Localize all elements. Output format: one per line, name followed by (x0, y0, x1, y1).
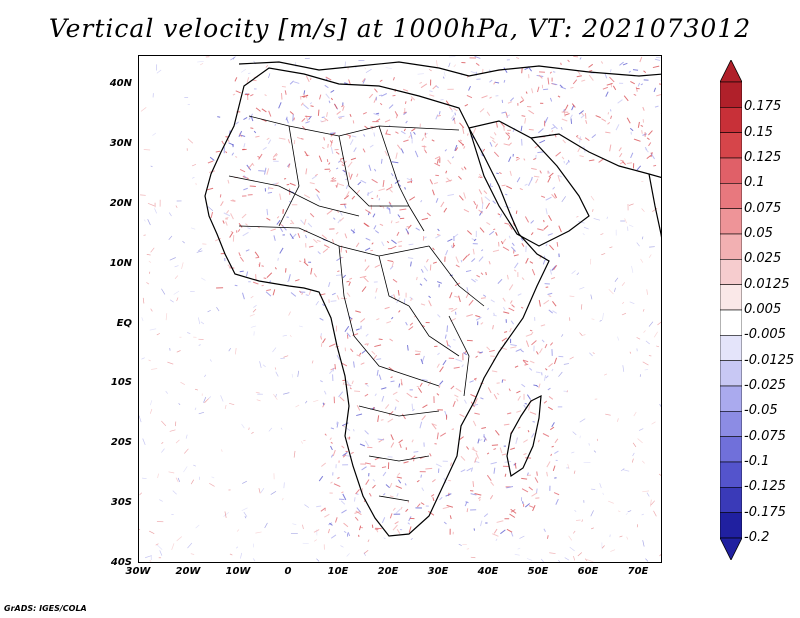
colorbar-cell (720, 335, 742, 361)
colorbar-cell (720, 512, 742, 539)
colorbar-label: 0.025 (744, 251, 782, 267)
colorbar-cell (720, 360, 742, 387)
colorbar-cell (720, 107, 742, 133)
colorbar-bottom-arrow (720, 537, 742, 560)
map-panel[interactable] (138, 55, 662, 563)
lon-label-20w: 20W (175, 566, 201, 577)
asia-coastline (530, 133, 661, 179)
africa-coastline (204, 67, 550, 537)
velocity-field (139, 56, 661, 562)
colorbar-label: 0.125 (744, 150, 782, 165)
colorbar-cell (720, 436, 742, 463)
lat-label-20n: 20N (109, 198, 132, 209)
colorbar-label: 0.005 (744, 302, 782, 317)
chart-title: Vertical velocity [m/s] at 1000hPa, VT: … (48, 14, 752, 43)
colorbar-label: -0.175 (744, 504, 786, 520)
colorbar-label: -0.075 (744, 428, 786, 444)
colorbar-label: 0.05 (744, 226, 773, 241)
lon-label-30e: 30E (427, 566, 449, 577)
colorbar-label: -0.025 (744, 378, 786, 393)
lon-label-20e: 20E (377, 566, 399, 577)
colorbar-label: 0.15 (744, 124, 773, 140)
india-coastline (648, 173, 661, 238)
lon-label-70e: 70E (627, 566, 649, 577)
colorbar-cell (720, 411, 742, 437)
lat-label-40s: 40S (110, 557, 132, 568)
lat-label-eq: EQ (116, 318, 132, 329)
lat-label-40n: 40N (109, 78, 132, 89)
colorbar-cell (720, 132, 742, 159)
colorbar-top-arrow (720, 60, 742, 83)
map-svg (139, 56, 661, 562)
colorbar-label: -0.2 (744, 530, 770, 545)
country-borders (228, 115, 485, 502)
madagascar-coastline (506, 394, 542, 477)
colorbar-cell (720, 233, 742, 260)
colorbar-cell (720, 487, 742, 513)
colorbar-cell (720, 385, 742, 412)
colorbar-label: -0.0125 (744, 352, 795, 368)
lat-label-10n: 10N (109, 258, 132, 269)
colorbar-cell (720, 183, 742, 209)
lon-label-30w: 30W (125, 566, 151, 577)
arabia-coastline (468, 120, 590, 247)
colorbar-cell (720, 208, 742, 235)
lon-label-10w: 10W (225, 566, 251, 577)
footer-credit: GrADS: IGES/COLA (4, 604, 87, 613)
lat-label-30s: 30S (110, 497, 132, 508)
lon-label-0: 0 (284, 566, 292, 577)
colorbar-label: 0.1 (744, 175, 765, 191)
coastlines (204, 61, 661, 537)
lat-label-30n: 30N (109, 138, 132, 149)
colorbar-label: 0.0125 (744, 276, 790, 292)
colorbar-cell (720, 81, 742, 108)
colorbar (720, 60, 742, 560)
lon-label-40e: 40E (477, 566, 499, 577)
colorbar-cell (720, 309, 742, 336)
lat-label-10s: 10S (110, 377, 132, 388)
lat-label-20s: 20S (110, 437, 132, 448)
colorbar-label: -0.1 (744, 454, 770, 469)
lon-label-60e: 60E (577, 566, 599, 577)
colorbar-cell (720, 461, 742, 488)
colorbar-cell (720, 259, 742, 285)
colorbar-cell (720, 284, 742, 311)
colorbar-label: -0.005 (744, 327, 786, 343)
colorbar-cell (720, 157, 742, 184)
colorbar-label: 0.075 (744, 200, 782, 216)
colorbar-label: -0.05 (744, 403, 778, 419)
colorbar-label: 0.175 (744, 99, 782, 115)
lon-label-10e: 10E (327, 566, 349, 577)
lon-label-50e: 50E (527, 566, 549, 577)
europe-coastline (238, 61, 661, 77)
colorbar-label: -0.125 (744, 479, 786, 495)
